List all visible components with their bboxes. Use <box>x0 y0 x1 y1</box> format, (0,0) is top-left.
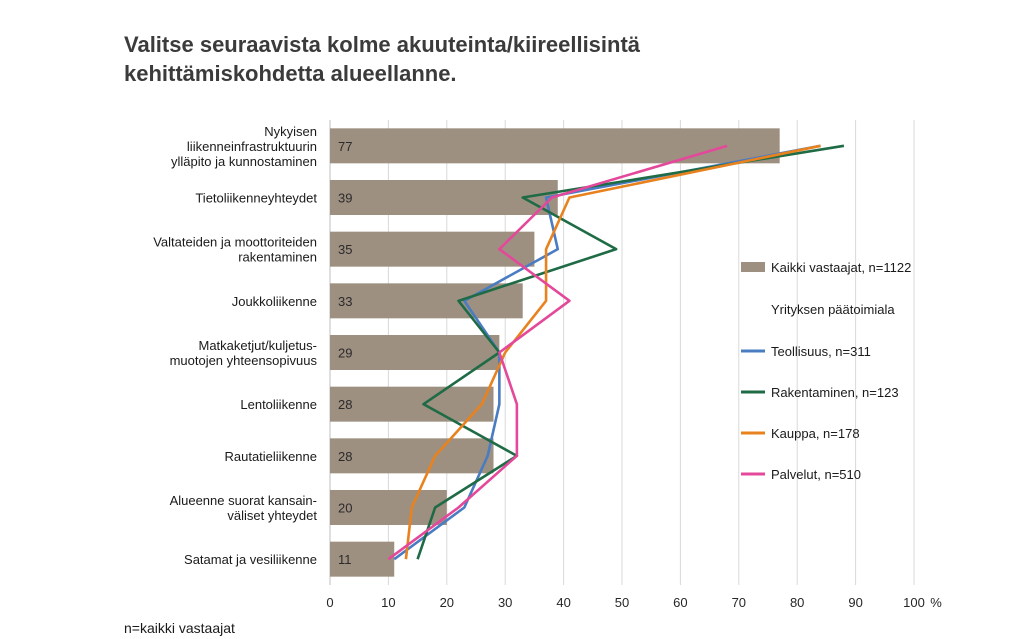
x-tick-label-100: 100 <box>903 595 925 610</box>
category-label-3-0: Joukkoliikenne <box>232 294 317 309</box>
bar-value-label-3: 33 <box>338 294 352 309</box>
category-label-4-0: Matkaketjut/kuljetus- <box>199 338 318 353</box>
bar-value-label-8: 11 <box>338 552 352 567</box>
x-tick-label-30: 30 <box>498 595 512 610</box>
x-tick-label-80: 80 <box>790 595 804 610</box>
legend-swatch-bar <box>741 262 765 272</box>
x-tick-label-10: 10 <box>381 595 395 610</box>
legend-label-kauppa: Kauppa, n=178 <box>771 426 860 441</box>
bar-value-label-0: 77 <box>338 139 352 154</box>
bar-value-label-5: 28 <box>338 397 352 412</box>
bar-value-label-7: 20 <box>338 501 352 516</box>
x-tick-label-50: 50 <box>615 595 629 610</box>
x-tick-label-0: 0 <box>326 595 333 610</box>
bar-value-label-4: 29 <box>338 346 352 361</box>
bar-value-label-2: 35 <box>338 242 352 257</box>
bar-8 <box>330 541 395 577</box>
category-label-7-0: Alueenne suorat kansain- <box>170 493 317 508</box>
line-series-kauppa <box>404 144 821 560</box>
bar-4 <box>330 335 500 370</box>
line-series-palvelut <box>387 144 728 561</box>
legend-header: Yrityksen päätoimiala <box>771 302 895 317</box>
x-tick-label-90: 90 <box>848 595 862 610</box>
chart-title: Valitse seuraavista kolme akuuteinta/kii… <box>124 30 884 88</box>
bar-1 <box>330 180 558 215</box>
x-unit-label: % <box>930 595 942 610</box>
category-label-2-1: rakentaminen <box>238 250 317 265</box>
x-tick-label-60: 60 <box>673 595 687 610</box>
category-label-0-1: liikenneinfrastruktuurin <box>187 139 317 154</box>
bar-value-label-6: 28 <box>338 449 352 464</box>
category-label-5-0: Lentoliikenne <box>240 397 317 412</box>
legend-label-teollisuus: Teollisuus, n=311 <box>771 344 871 359</box>
bar-6 <box>330 438 494 474</box>
bar-0 <box>330 128 780 164</box>
x-tick-label-70: 70 <box>732 595 746 610</box>
legend-label-rakentaminen: Rakentaminen, n=123 <box>771 385 899 400</box>
category-label-7-1: väliset yhteydet <box>227 508 317 523</box>
category-label-8-0: Satamat ja vesiliikenne <box>184 552 317 567</box>
chart-title-line-2: kehittämiskohdetta alueellanne. <box>124 61 457 86</box>
chart-title-line-1: Valitse seuraavista kolme akuuteinta/kii… <box>124 32 641 57</box>
category-label-4-1: muotojen yhteensopivuus <box>170 353 318 368</box>
legend-label-palvelut: Palvelut, n=510 <box>771 467 861 482</box>
category-label-1-0: Tietoliikenneyhteydet <box>195 191 317 206</box>
footnote: n=kaikki vastaajat <box>124 620 235 636</box>
bar-value-label-1: 39 <box>338 191 352 206</box>
x-tick-label-20: 20 <box>440 595 454 610</box>
x-tick-label-40: 40 <box>556 595 570 610</box>
category-label-6-0: Rautatieliikenne <box>224 449 317 464</box>
bar-2 <box>330 231 535 267</box>
legend-label-bar: Kaikki vastaajat, n=1122 <box>771 260 911 275</box>
bar-5 <box>330 386 494 422</box>
bar-7 <box>330 490 447 525</box>
category-label-0-0: Nykyisen <box>264 124 317 139</box>
category-label-2-0: Valtateiden ja moottoriteiden <box>153 235 317 250</box>
category-label-0-2: ylläpito ja kunnostaminen <box>171 154 317 169</box>
